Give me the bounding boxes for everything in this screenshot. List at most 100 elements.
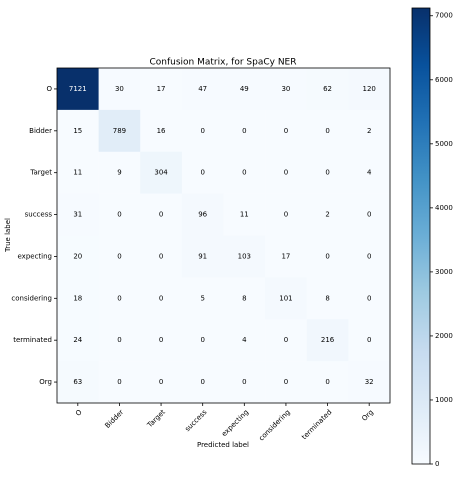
cell-label: 0 (117, 211, 121, 219)
cell-label: 0 (367, 294, 371, 302)
x-tick-label: success (183, 408, 208, 433)
cell-label: 0 (200, 336, 204, 344)
cell-label: 0 (367, 252, 371, 260)
cell (223, 361, 266, 404)
cell (57, 235, 99, 278)
cell (140, 193, 183, 236)
cell-label: 4 (367, 169, 372, 177)
cell-label: 0 (200, 127, 204, 135)
cell-label: 0 (200, 378, 204, 386)
cell (306, 109, 349, 153)
y-tick-label: Org (39, 378, 52, 386)
cell (57, 193, 99, 236)
cell-label: 5 (200, 294, 204, 302)
cell (57, 277, 99, 320)
cell (57, 68, 99, 111)
cell-label: 62 (323, 85, 332, 93)
cell (98, 151, 141, 194)
cell-label: 0 (117, 336, 121, 344)
y-tick-label: success (25, 211, 53, 219)
cell-label: 0 (159, 294, 163, 302)
cell-label: 0 (159, 336, 163, 344)
cell (223, 151, 266, 194)
cell-label: 0 (159, 211, 163, 219)
cell (265, 109, 308, 153)
cell-label: 8 (242, 294, 246, 302)
cell-label: 31 (73, 211, 82, 219)
cell (140, 151, 183, 194)
x-tick-label: considering (257, 408, 291, 442)
cell-label: 101 (279, 294, 292, 302)
cell (265, 277, 308, 320)
colorbar-tick-label: 0 (435, 460, 439, 468)
cell-label: 0 (200, 169, 204, 177)
cell (265, 319, 308, 362)
cell (265, 235, 308, 278)
cell-label: 11 (73, 169, 82, 177)
x-axis-label: Predicted label (197, 441, 249, 449)
cell (140, 319, 183, 362)
cell (348, 361, 391, 404)
cell (140, 277, 183, 320)
cell (348, 277, 391, 320)
cell (98, 68, 141, 111)
cell-label: 0 (325, 378, 329, 386)
cell (98, 193, 141, 236)
colorbar-tick-label: 3000 (435, 268, 453, 276)
cell (181, 319, 224, 362)
cell (223, 277, 266, 320)
cell (140, 68, 183, 111)
cell-label: 0 (242, 127, 246, 135)
cell (223, 235, 266, 278)
cell-label: 2 (367, 127, 371, 135)
cell-label: 9 (117, 169, 121, 177)
cell-label: 16 (157, 127, 166, 135)
cell-label: 0 (325, 169, 329, 177)
cell (57, 361, 99, 404)
y-tick-label: terminated (13, 336, 52, 344)
cell-label: 103 (238, 252, 251, 260)
cell (265, 193, 308, 236)
y-tick-label: Bidder (29, 127, 52, 135)
cell (306, 235, 349, 278)
cell-label: 0 (284, 127, 288, 135)
cell (348, 68, 391, 111)
cell (140, 361, 183, 404)
cell-label: 0 (242, 169, 246, 177)
cell (265, 361, 308, 404)
cell-label: 96 (198, 211, 207, 219)
cell-label: 0 (325, 127, 329, 135)
cell-label: 11 (240, 211, 249, 219)
cell-label: 63 (73, 378, 82, 386)
x-tick-label: O (74, 408, 84, 418)
cell (348, 319, 391, 362)
cell-label: 0 (284, 169, 288, 177)
colorbar (411, 7, 431, 465)
cell (348, 109, 391, 153)
plot-frame (56, 67, 391, 404)
cell (181, 277, 224, 320)
cell (181, 361, 224, 404)
y-axis-label: True label (4, 218, 12, 253)
cell-label: 2 (325, 211, 329, 219)
cell (306, 193, 349, 236)
y-tick-label: Target (29, 169, 52, 177)
cell-label: 789 (113, 127, 126, 135)
cell-label: 17 (157, 85, 166, 93)
cell-label: 30 (281, 85, 290, 93)
cell-label: 4 (242, 336, 247, 344)
cell-label: 8 (325, 294, 329, 302)
cell (306, 319, 349, 362)
cell-label: 20 (73, 252, 82, 260)
cell-label: 120 (363, 85, 376, 93)
cell (181, 235, 224, 278)
cell (265, 68, 308, 111)
cell-label: 7121 (69, 85, 87, 93)
x-tick-label: terminated (300, 408, 333, 441)
cell (181, 193, 224, 236)
cell (348, 193, 391, 236)
cell (98, 361, 141, 404)
cell-label: 15 (73, 127, 82, 135)
y-tick-label: considering (11, 294, 52, 302)
